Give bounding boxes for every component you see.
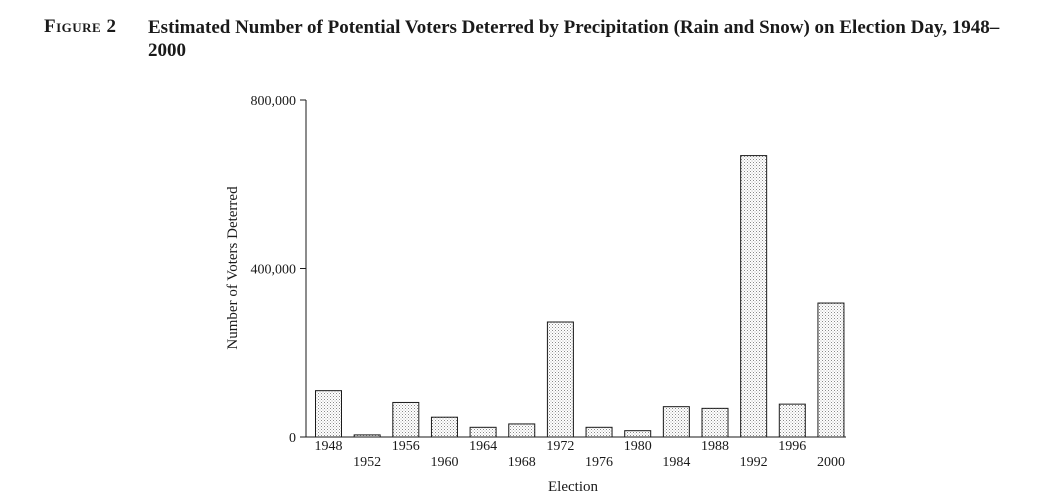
bar-1960 — [430, 416, 458, 438]
x-tick-label-1968: 1968 — [508, 455, 536, 470]
x-tick-label-1992: 1992 — [740, 455, 768, 470]
bar-1996 — [778, 403, 806, 438]
x-tick-label-2000: 2000 — [817, 455, 845, 470]
bar-1972 — [546, 321, 574, 438]
bar-1968 — [508, 423, 536, 438]
x-tick-label-1996: 1996 — [778, 439, 806, 454]
bar-1980 — [624, 430, 652, 438]
x-tick-label-1976: 1976 — [585, 455, 613, 470]
x-tick-label-1988: 1988 — [701, 439, 729, 454]
figure-label: Figure 2 — [44, 16, 116, 38]
y-axis-label: Number of Voters Deterred — [225, 186, 241, 350]
figure-title: Estimated Number of Potential Voters Det… — [148, 17, 1000, 61]
bar-1992 — [740, 155, 768, 438]
bar-1964 — [469, 426, 497, 438]
bar-1952 — [353, 434, 381, 438]
x-tick-label-1956: 1956 — [392, 439, 420, 454]
x-tick-label-1972: 1972 — [546, 439, 574, 454]
x-tick-label-1948: 1948 — [315, 439, 343, 454]
y-tick-labels: 0 400,000 800,000 — [251, 94, 297, 446]
bar-1988 — [701, 407, 729, 438]
x-tick-label-1964: 1964 — [469, 439, 497, 454]
bar-1956 — [392, 401, 420, 438]
y-tick-label: 400,000 — [251, 263, 297, 278]
y-tick-label: 800,000 — [251, 94, 297, 109]
x-tick-label-1952: 1952 — [353, 455, 381, 470]
x-tick-label-1984: 1984 — [662, 455, 690, 470]
bar-1976 — [585, 426, 613, 438]
figure-label-text: Figure 2 — [44, 16, 117, 37]
x-tick-label-1980: 1980 — [624, 439, 652, 454]
x-tick-labels: 1948 1952 1956 1960 1964 1968 1972 1976 1980 1984… — [315, 439, 845, 470]
bar-1984 — [662, 406, 690, 438]
bars-group — [315, 155, 845, 438]
bar-1948 — [315, 390, 342, 438]
x-tick-label-1960: 1960 — [430, 455, 458, 470]
x-axis-label: Election — [548, 479, 598, 495]
y-tick-label: 0 — [289, 431, 296, 446]
bar-2000 — [817, 302, 845, 438]
